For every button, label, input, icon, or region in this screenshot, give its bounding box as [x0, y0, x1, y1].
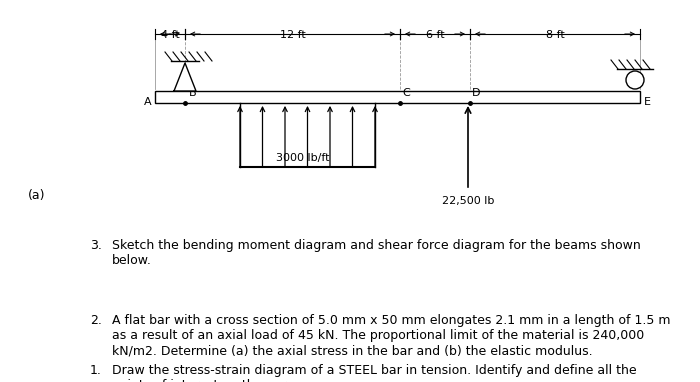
- Text: 4 ft: 4 ft: [160, 30, 179, 40]
- Text: E: E: [644, 97, 651, 107]
- Text: 12 ft: 12 ft: [279, 30, 305, 40]
- Text: D: D: [472, 88, 480, 98]
- Text: 3.: 3.: [90, 239, 102, 252]
- Text: C: C: [402, 88, 409, 98]
- Text: 3000 lb/ft: 3000 lb/ft: [276, 153, 329, 163]
- Text: A flat bar with a cross section of 5.0 mm x 50 mm elongates 2.1 mm in a length o: A flat bar with a cross section of 5.0 m…: [112, 314, 671, 357]
- Text: Draw the stress-strain diagram of a STEEL bar in tension. Identify and define al: Draw the stress-strain diagram of a STEE…: [112, 364, 636, 382]
- Text: 2.: 2.: [90, 314, 102, 327]
- Text: A: A: [144, 97, 152, 107]
- Text: 8 ft: 8 ft: [545, 30, 564, 40]
- Bar: [155, 91, 640, 103]
- Text: B: B: [189, 88, 197, 98]
- Polygon shape: [174, 63, 196, 91]
- Text: 1.: 1.: [90, 364, 102, 377]
- Circle shape: [626, 71, 644, 89]
- Text: 22,500 lb: 22,500 lb: [442, 196, 494, 206]
- Text: Sketch the bending moment diagram and shear force diagram for the beams shown
be: Sketch the bending moment diagram and sh…: [112, 239, 640, 267]
- Text: 6 ft: 6 ft: [426, 30, 444, 40]
- Text: (a): (a): [28, 189, 46, 202]
